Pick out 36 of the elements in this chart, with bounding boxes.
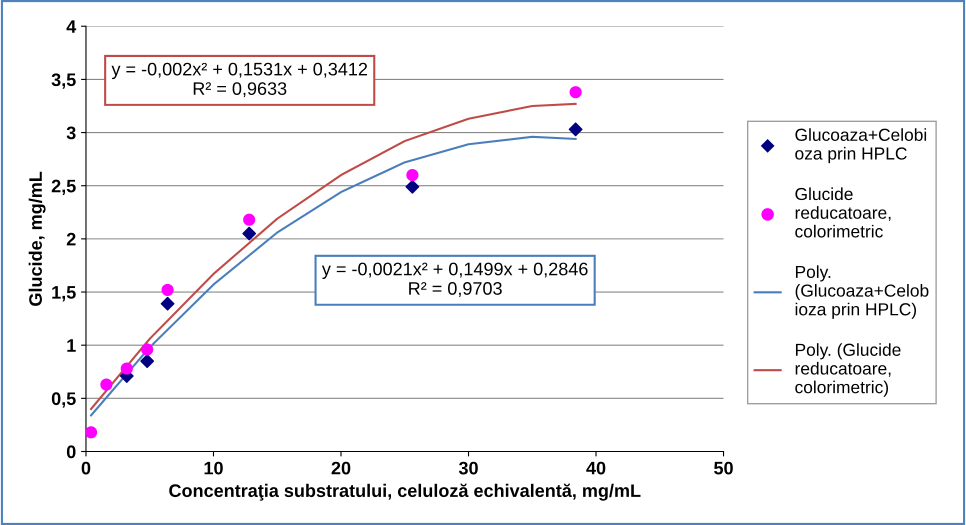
legend-label: Glucoaza+Celobioza prin HPLC	[795, 128, 926, 164]
x-tick-label: 20	[332, 462, 350, 474]
point	[570, 86, 582, 98]
x-tick-label: 50	[714, 462, 733, 474]
point	[162, 284, 174, 296]
legend-label: Glucide reducatoare, colorimetric	[795, 187, 890, 238]
y-tick-label: 0,5	[52, 392, 76, 408]
legend-label: Poly. (Glucide reducatoare, colorimetric)	[795, 343, 901, 397]
y-tick-label: 2,5	[52, 180, 76, 196]
point	[120, 362, 133, 375]
y-tick-label: 1,5	[52, 286, 76, 302]
x-tick-label: 0	[82, 462, 90, 474]
point	[243, 214, 256, 226]
y-axis-title: Glucide, mg/mL	[28, 172, 46, 306]
point	[100, 378, 112, 391]
point	[141, 343, 154, 356]
y-tick-label: 1	[67, 339, 76, 352]
y-tick-label: 3,5	[52, 73, 76, 89]
y-tick-label: 3	[66, 126, 76, 140]
point	[406, 180, 420, 194]
point	[86, 426, 98, 438]
point	[568, 122, 583, 136]
point	[160, 296, 174, 311]
point	[242, 226, 256, 240]
x-tick-label: 40	[586, 462, 606, 474]
point	[140, 354, 154, 368]
y-tick-label: 0	[66, 445, 76, 458]
annotation: y = -0,002x² + 0,1531x + 0,3412 R² = 0,9633	[112, 62, 368, 98]
x-tick-label: 10	[204, 462, 223, 474]
x-axis-title: Concentraţia substratului, celuloză echivalentă, mg/mL	[169, 484, 640, 501]
legend-label: Poly. (Glucoaza+Celobioza prin HPLC)	[796, 265, 928, 319]
y-tick-label: 2	[66, 232, 76, 246]
y-tick-label: 4	[66, 20, 76, 33]
point	[406, 169, 418, 182]
annotation: y = -0,0021x² + 0,1499x + 0,2846 R² = 0,9703	[322, 262, 588, 297]
x-tick-label: 30	[458, 462, 478, 475]
